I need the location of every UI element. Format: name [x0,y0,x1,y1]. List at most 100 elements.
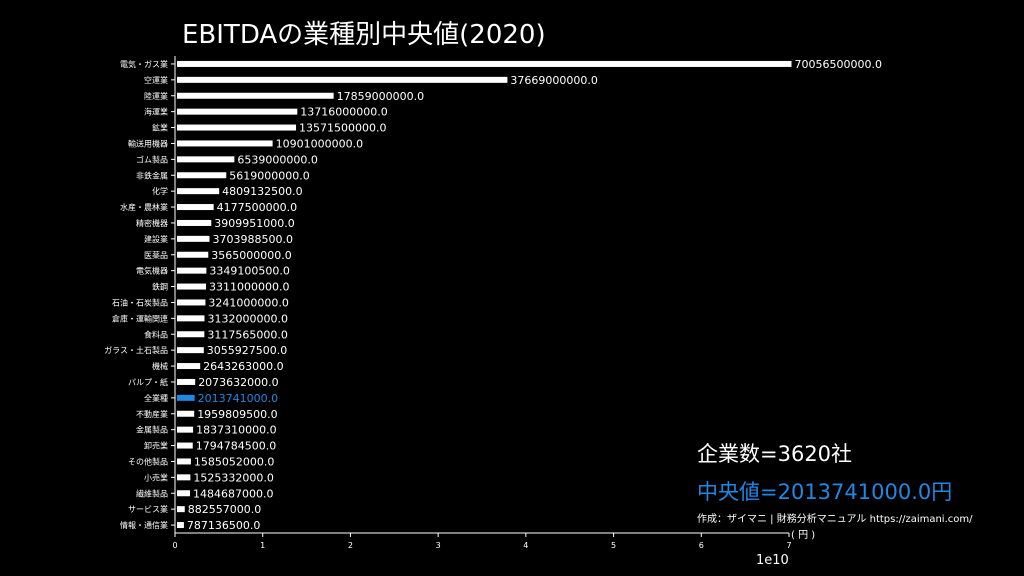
value-label: 1585052000.0 [194,455,274,468]
bar [177,188,220,195]
value-label: 4177500000.0 [217,201,297,214]
value-label: 17859000000.0 [337,90,424,103]
bar [177,299,206,306]
company-count-label: 企業数=3620社 [697,442,853,466]
value-label: 3241000000.0 [208,296,288,309]
bar [177,60,792,67]
value-label: 3117565000.0 [207,328,287,341]
value-label: 37669000000.0 [510,74,597,87]
bar [177,331,205,338]
category-label: サービス業 [128,504,168,514]
value-label: 10901000000.0 [276,137,363,150]
value-label: 3311000000.0 [209,281,289,294]
bar [177,347,204,354]
category-label: 空運業 [144,75,168,85]
category-label: ゴム製品 [136,154,168,164]
category-label: 水産・農林業 [120,202,168,212]
bar [177,363,201,370]
value-label: 2073632000.0 [198,376,278,389]
category-label: 繊維製品 [136,488,168,498]
x-tick-label: 0 [172,541,177,550]
x-tick-label: 2 [348,541,353,550]
category-label: 非鉄金属 [136,170,168,180]
category-label: 全業種 [144,393,168,403]
value-label: 2013741000.0 [198,392,278,405]
category-label: 精密機器 [136,218,168,228]
value-label: 3565000000.0 [211,249,291,262]
bar [177,140,273,147]
value-label: 882557000.0 [188,503,261,516]
value-label: 6539000000.0 [237,153,317,166]
category-label: 石油・石炭製品 [112,297,168,307]
category-label: 機械 [152,361,168,371]
bar [177,490,191,497]
bar [177,235,210,242]
median-label: 中央値=2013741000.0円 [697,480,953,504]
bar [177,267,207,274]
bar [177,315,205,322]
credit-line: 作成：ザイマニ | 財務分析マニュアル https://zaimani.com/ [697,514,973,525]
value-label: 3132000000.0 [207,312,287,325]
bar [177,410,195,417]
value-label: 1525332000.0 [193,471,273,484]
category-label: 金属製品 [136,425,168,435]
category-label: 医薬品 [144,250,168,260]
bar [177,219,212,226]
value-label: 3055927500.0 [207,344,287,357]
chart-title: EBITDAの業種別中央値(2020) [182,20,546,50]
x-tick-label: 3 [436,541,441,550]
bar [177,124,297,131]
unit-label: ( 円 ) [791,530,816,541]
bar [177,458,191,465]
bar [177,522,184,529]
category-label: 鉱業 [152,123,168,133]
bar [177,506,185,513]
bar [177,204,214,211]
value-label: 3349100500.0 [209,265,289,278]
value-label: 3909951000.0 [214,217,294,230]
value-label: 1959809500.0 [197,408,277,421]
bar [177,251,209,258]
value-label: 2643263000.0 [203,360,283,373]
bar [177,378,196,385]
x-tick-label: 5 [611,541,616,550]
category-label: 陸運業 [144,91,168,101]
value-label: 1794784500.0 [196,440,276,453]
category-label: 建設業 [144,234,168,244]
category-label: パルプ・紙 [128,377,168,387]
bar [177,76,508,83]
category-label: 不動産業 [136,409,168,419]
category-label: 情報・通信業 [120,520,168,530]
value-label: 4809132500.0 [222,185,302,198]
bar [177,474,191,481]
value-label: 787136500.0 [187,519,260,532]
value-label: 3703988500.0 [212,233,292,246]
x-tick-label: 1 [260,541,265,550]
value-label: 13716000000.0 [300,106,387,119]
bar [177,394,195,401]
category-label: その他製品 [128,456,168,466]
category-label: 食料品 [144,329,168,339]
value-label: 13571500000.0 [299,122,386,135]
bar [177,442,193,449]
x-tick-label: 7 [786,541,791,550]
credit-text: 作成：ザイマニ | 財務分析マニュアル https://zaimani.com/… [697,512,1017,544]
value-label: 1484687000.0 [193,487,273,500]
x-scale-exponent: 1e10 [756,553,789,568]
x-tick-label: 4 [523,541,528,550]
bar [177,108,298,115]
x-tick-label: 6 [699,541,704,550]
bar [177,283,207,290]
value-label: 5619000000.0 [229,169,309,182]
category-label: 小売業 [144,472,168,482]
category-label: 電気・ガス業 [120,59,168,69]
bar [177,92,334,99]
category-label: 倉庫・運輸関連 [112,313,168,323]
bar [177,426,194,433]
category-label: ガラス・土石製品 [104,345,168,355]
value-label: 1837310000.0 [196,424,276,437]
value-label: 70056500000.0 [794,58,881,71]
category-label: 海運業 [144,107,168,117]
category-label: 卸売業 [144,441,168,451]
